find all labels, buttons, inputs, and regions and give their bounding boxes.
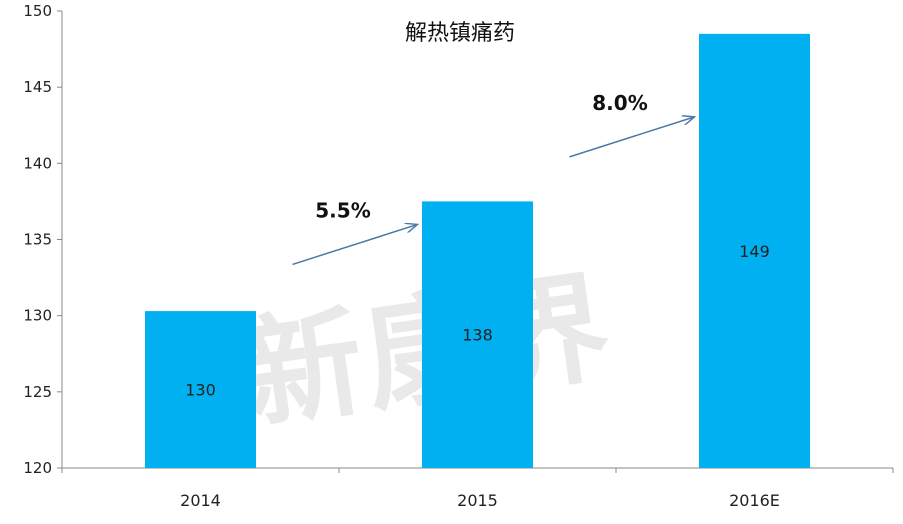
growth-arrow [569, 117, 695, 158]
x-tick-label: 2016E [729, 491, 780, 510]
y-tick-label: 130 [23, 307, 52, 325]
annotations-group: 5.5% 8.0% [292, 91, 695, 266]
growth-label: 5.5% [315, 198, 370, 222]
data-label: 130 [185, 381, 216, 400]
growth-arrow [292, 224, 418, 266]
y-tick-label: 140 [23, 154, 52, 172]
data-label: 138 [462, 326, 493, 345]
bar-2015 [422, 201, 533, 468]
y-tick-label: 150 [23, 2, 52, 20]
data-label: 149 [739, 242, 770, 261]
bar-2016E [699, 33, 810, 468]
x-tick-label: 2014 [180, 491, 221, 510]
y-tick-label: 135 [23, 231, 52, 249]
y-tick-label: 125 [23, 383, 52, 401]
chart-title: 解热镇痛药 [405, 21, 515, 46]
x-tick-label: 2015 [457, 491, 498, 510]
growth-label: 8.0% [592, 91, 647, 115]
y-tick-label: 145 [23, 78, 52, 96]
bar-2014 [145, 311, 256, 468]
bars-group: 130 2014 138 2015 149 2016E [145, 33, 810, 510]
y-tick-label: 120 [23, 459, 52, 477]
